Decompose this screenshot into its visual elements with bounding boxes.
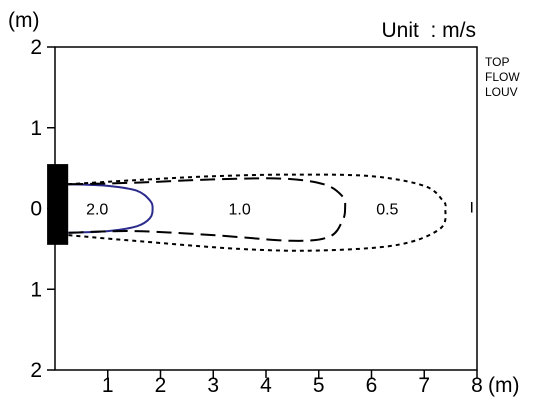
y-tick-label: 2	[30, 359, 42, 382]
y-tick-label: 2	[30, 36, 42, 59]
contour-label-2-0: 2.0	[86, 202, 108, 219]
x-tick-label: 8	[471, 374, 483, 397]
contour-label-1-0: 1.0	[229, 202, 251, 219]
x-tick-label: 1	[102, 374, 114, 397]
plot-frame	[54, 46, 478, 371]
x-tick-label: 7	[418, 374, 430, 397]
contour-line-2-0	[68, 183, 154, 234]
x-tick-label: 6	[366, 374, 378, 397]
x-tick-label: 4	[260, 374, 272, 397]
x-tick-label: 3	[207, 374, 219, 397]
y-axis-unit-label: (m)	[8, 9, 39, 32]
outlet-block	[47, 164, 69, 245]
side-note-line-2: FLOW	[485, 70, 520, 84]
y-tick-label: 0	[30, 198, 42, 221]
contour-line-0-5	[68, 173, 447, 252]
x-tick-label: 5	[313, 374, 325, 397]
side-note-line-1: TOP	[485, 55, 509, 69]
contour-line-1-0	[68, 177, 347, 242]
contour-series	[47, 164, 473, 252]
side-note-line-3: LOUV	[485, 85, 518, 99]
x-tick-label: 2	[155, 374, 167, 397]
contour-label-0-5: 0.5	[376, 202, 398, 219]
contour-labels: 2.0 1.0 0.5	[86, 202, 398, 219]
axis-ticks: 1 2 3 4 5 6 7 8 2 1 0 1 2	[30, 36, 483, 397]
x-axis-unit-label: (m)	[488, 374, 519, 397]
unit-label: Unit : m/s	[381, 19, 476, 42]
y-tick-label: 1	[30, 278, 42, 301]
y-tick-label: 1	[30, 117, 42, 140]
